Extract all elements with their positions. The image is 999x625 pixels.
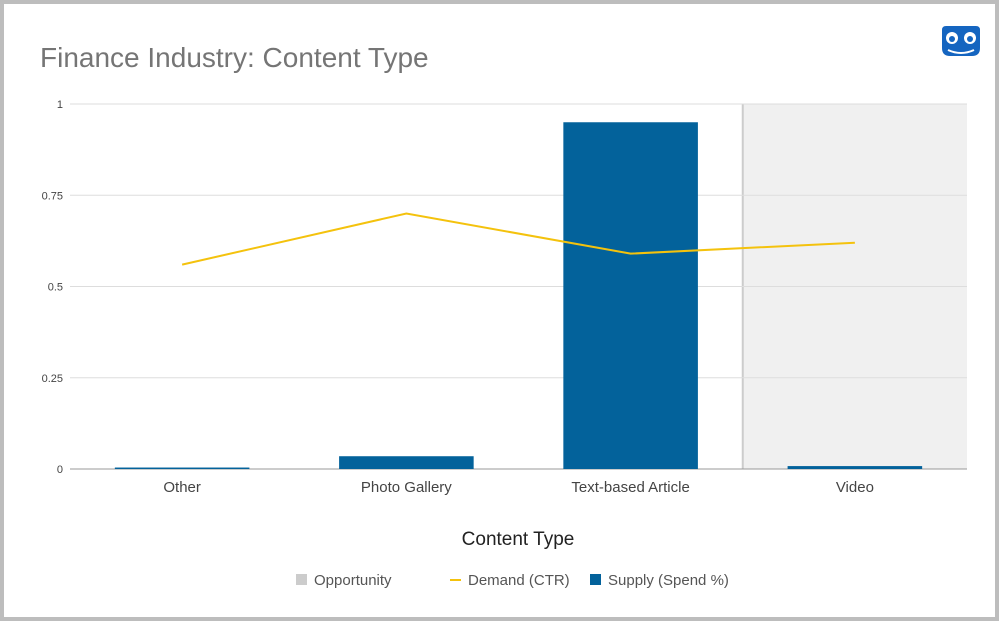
chart-title: Finance Industry: Content Type — [40, 42, 429, 73]
x-tick-label: Photo Gallery — [361, 479, 452, 496]
legend-label: Demand (CTR) — [468, 572, 570, 589]
legend-marker — [296, 574, 307, 585]
x-tick-label: Other — [163, 479, 201, 496]
plot-area: 0 0.25 0.5 0.75 1 Other Photo Gallery Text-base… — [42, 99, 967, 496]
legend-marker — [590, 574, 601, 585]
supply-bar — [339, 456, 474, 469]
y-tick-label: 0.75 — [42, 190, 63, 202]
legend-label: Supply (Spend %) — [608, 572, 729, 589]
chart: Finance Industry: Content Type 00.250.50… — [40, 26, 980, 589]
supply-bar — [787, 466, 923, 469]
y-tick-label: 1 — [57, 99, 63, 111]
y-tick-label: 0.5 — [48, 282, 63, 294]
x-tick-label: Video — [836, 479, 874, 496]
y-tick-label: 0.25 — [42, 373, 63, 385]
x-tick-label: Text-based Article — [571, 479, 689, 496]
legend: Opportunity Demand (CTR) Supply (Spend %) — [296, 572, 729, 589]
demand-line — [181, 212, 855, 266]
y-tick-label: 0 — [57, 464, 63, 476]
supply-bar — [563, 122, 698, 469]
x-axis-label: Content Type — [462, 529, 575, 550]
logo-icon — [942, 26, 980, 56]
legend-label: Opportunity — [314, 572, 392, 589]
supply-bar — [114, 467, 250, 470]
